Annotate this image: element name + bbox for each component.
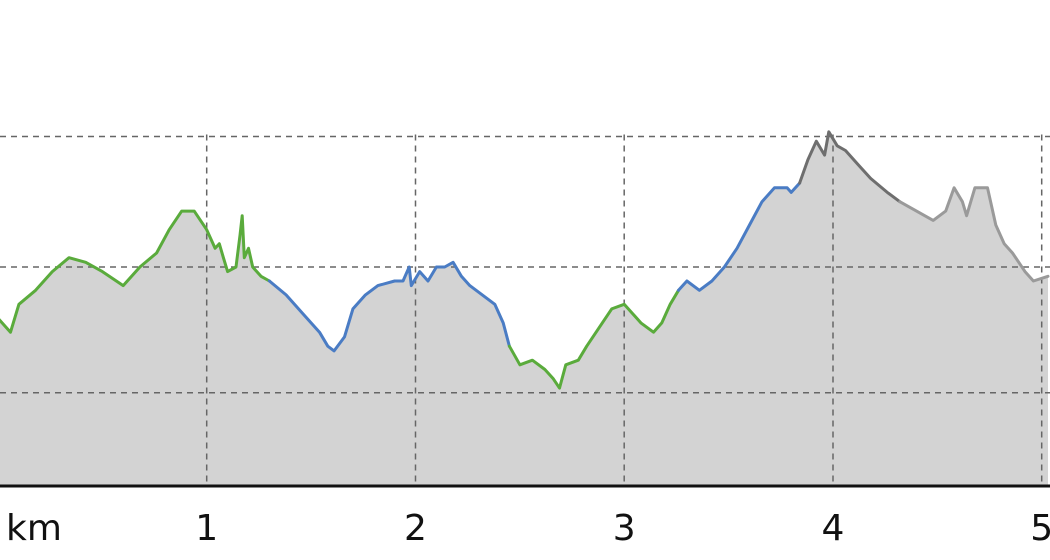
elevation-area-layer	[0, 131, 1048, 486]
elevation-segment-3	[507, 288, 680, 390]
elevation-segment-1	[0, 209, 271, 334]
x-tick-label: 5	[1030, 508, 1050, 549]
elevation-segment-6	[898, 186, 1050, 283]
grid-layer	[0, 134, 1050, 486]
x-tick-label: 3	[613, 508, 636, 549]
elevation-area	[0, 131, 1048, 486]
x-tick-label: 2	[404, 508, 427, 549]
x-tick-label: 4	[822, 508, 845, 549]
elevation-segment-4	[677, 181, 802, 292]
x-tick-labels: 1 2 3 4 5	[195, 508, 1050, 549]
elevation-line-layer	[0, 130, 1050, 390]
elevation-segment-2	[267, 260, 511, 353]
x-tick-label: 1	[195, 508, 218, 549]
elevation-segment-5	[798, 130, 902, 204]
x-axis-unit-label: km	[6, 508, 62, 549]
